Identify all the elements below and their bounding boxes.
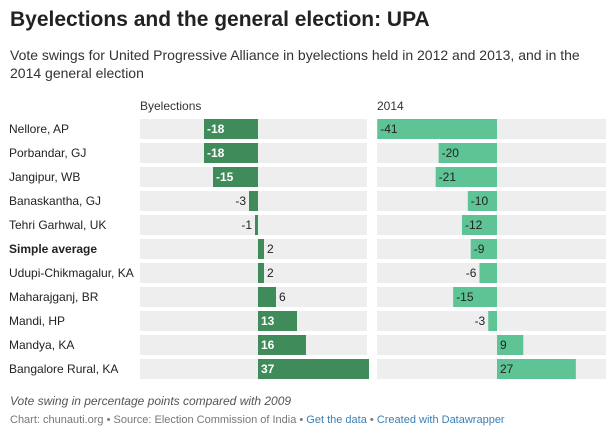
chart-subtitle: Vote swings for United Progressive Allia… (10, 47, 580, 81)
value-label: -6 (466, 266, 477, 280)
category-label: Bangalore Rural, KA (9, 362, 118, 376)
category-label: Udupi-Chikmagalur, KA (9, 266, 134, 280)
category-label: Banaskantha, GJ (9, 194, 101, 208)
chart-title: Byelections and the general election: UP… (10, 8, 430, 31)
value-label: -3 (475, 314, 486, 328)
value-label: -15 (216, 170, 234, 184)
value-label: -3 (235, 194, 246, 208)
bar (377, 119, 497, 139)
category-label: Tehri Garhwal, UK (9, 218, 106, 232)
category-label: Maharajganj, BR (9, 290, 99, 304)
value-label: 13 (261, 314, 275, 328)
bar (258, 311, 297, 331)
value-label: -41 (380, 122, 398, 136)
bar (497, 335, 524, 355)
chart-notes: Vote swing in percentage points compared… (10, 394, 292, 408)
value-label: 37 (261, 362, 275, 376)
bar-track (377, 335, 606, 355)
bar (213, 167, 258, 187)
bar (258, 263, 264, 283)
bar-track (140, 239, 367, 259)
bar (249, 191, 258, 211)
bar (258, 359, 369, 379)
value-label: -20 (442, 146, 460, 160)
series-header: 2014 (377, 99, 404, 113)
value-label: 6 (279, 290, 286, 304)
value-label: -1 (241, 218, 252, 232)
category-label: Simple average (9, 242, 97, 256)
value-label: -10 (471, 194, 489, 208)
bar (435, 167, 497, 187)
category-label: Mandya, KA (9, 338, 74, 352)
value-label: 2 (267, 242, 274, 256)
value-label: -18 (207, 122, 225, 136)
get-data-link[interactable]: Get the data (306, 414, 367, 426)
value-label: -15 (456, 290, 474, 304)
bar (461, 215, 497, 235)
value-label: -9 (474, 242, 485, 256)
value-label: -21 (439, 170, 457, 184)
value-label: -12 (465, 218, 483, 232)
bar (438, 143, 497, 163)
category-label: Mandi, HP (9, 314, 65, 328)
bar (258, 335, 306, 355)
value-label: 9 (500, 338, 507, 352)
bar-track (140, 287, 367, 307)
category-label: Jangipur, WB (9, 170, 80, 184)
category-label: Nellore, AP (9, 122, 69, 136)
value-label: -18 (207, 146, 225, 160)
series-header: Byelections (140, 99, 201, 113)
bar (497, 359, 576, 379)
bar-track (140, 263, 367, 283)
bar (488, 311, 497, 331)
bar-track (140, 335, 367, 355)
bar (453, 287, 497, 307)
category-label: Porbandar, GJ (9, 146, 86, 160)
value-label: 16 (261, 338, 275, 352)
bar (258, 239, 264, 259)
bar (204, 119, 258, 139)
bar (479, 263, 497, 283)
datawrapper-link[interactable]: Created with Datawrapper (376, 414, 505, 426)
source-separator: • (366, 414, 377, 426)
bar-track (140, 311, 367, 331)
bar (467, 191, 497, 211)
value-label: 27 (500, 362, 514, 376)
bar (255, 215, 258, 235)
bar-track (140, 215, 367, 235)
chart-source: Chart: chunauti.org • Source: Election C… (10, 414, 505, 426)
bar (258, 287, 276, 307)
value-label: 2 (267, 266, 274, 280)
source-text: Chart: chunauti.org • Source: Election C… (10, 414, 307, 426)
bar (204, 143, 258, 163)
bar (470, 239, 497, 259)
